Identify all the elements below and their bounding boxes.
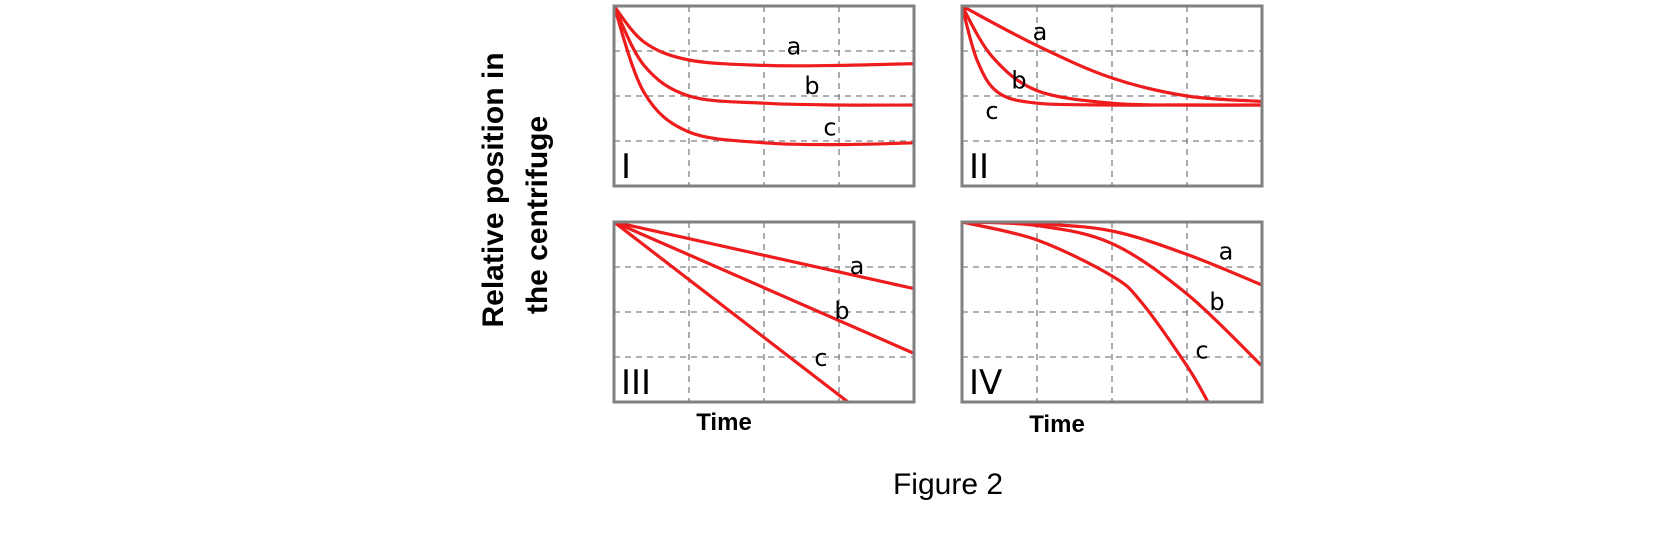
- curve-label-a: a: [1219, 238, 1234, 266]
- curve-label-a: a: [850, 252, 865, 280]
- panel-id-label: II: [969, 147, 989, 187]
- x-axis-label-right: Time: [1029, 411, 1085, 438]
- curve-c: [962, 6, 1262, 107]
- curve-label-c: c: [814, 344, 827, 372]
- curve-b: [614, 6, 914, 107]
- figure-caption: Figure 2: [893, 468, 1003, 501]
- curve-label-c: c: [823, 113, 836, 141]
- curve-c: [614, 6, 914, 147]
- curve-label-c: c: [985, 97, 998, 125]
- panel-i: abc I: [612, 4, 916, 188]
- curve-a: [962, 6, 1262, 103]
- y-axis-label-line1: Relative position in: [477, 52, 510, 327]
- curve-c: [614, 222, 850, 402]
- curve-label-b: b: [804, 72, 819, 100]
- y-axis-label-line2: the centrifuge: [521, 116, 554, 314]
- panel-id-label: III: [621, 363, 651, 403]
- panel-frame: [612, 220, 916, 404]
- panel-id-label: IV: [969, 363, 1002, 403]
- curve-a: [614, 6, 914, 68]
- panel-frame: [612, 4, 916, 188]
- curve-label-b: b: [1209, 288, 1224, 316]
- panel-frame: [960, 220, 1264, 404]
- panel-ii: abc II: [960, 4, 1264, 188]
- curve-a: [614, 222, 914, 291]
- panel-iv: abc IV: [960, 220, 1264, 404]
- panel-frame: [960, 4, 1264, 188]
- curve-b: [962, 222, 1262, 368]
- panel-iii: abc III: [612, 220, 916, 404]
- curve-label-b: b: [1011, 67, 1026, 95]
- curve-label-a: a: [1033, 18, 1048, 46]
- panel-id-label: I: [621, 147, 631, 187]
- curve-b: [614, 222, 914, 355]
- curve-c: [962, 222, 1210, 402]
- x-axis-label-left: Time: [696, 409, 752, 436]
- curve-label-b: b: [834, 297, 849, 325]
- curve-label-c: c: [1195, 337, 1208, 365]
- curve-label-a: a: [787, 32, 802, 60]
